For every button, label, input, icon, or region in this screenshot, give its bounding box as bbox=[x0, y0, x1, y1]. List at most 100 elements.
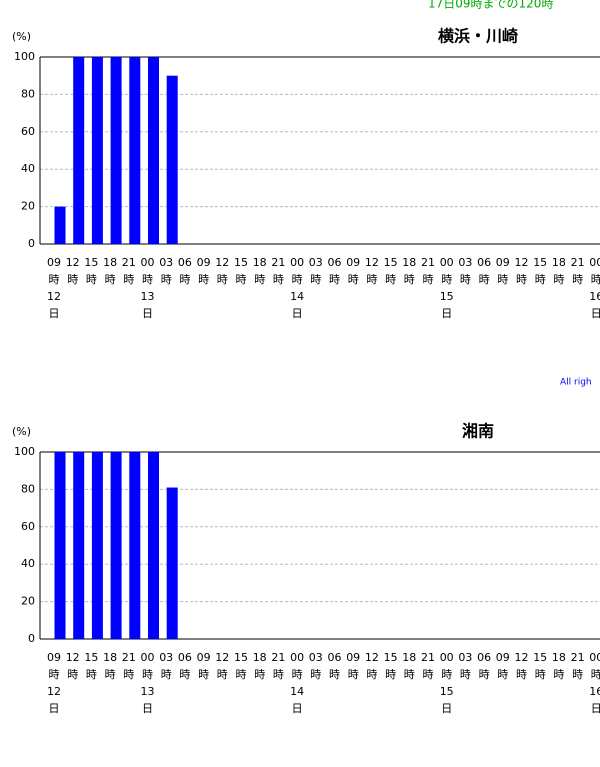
x-tick-label: 06 bbox=[477, 651, 491, 664]
hour-unit: 時 bbox=[310, 668, 321, 681]
hour-unit: 時 bbox=[254, 273, 265, 286]
hour-unit: 時 bbox=[292, 273, 303, 286]
bar bbox=[73, 452, 85, 639]
x-tick-label: 06 bbox=[477, 256, 491, 269]
x-tick-label: 12 bbox=[215, 256, 229, 269]
hour-unit: 時 bbox=[460, 273, 471, 286]
x-tick-label: 12 bbox=[66, 651, 80, 664]
x-tick-label: 09 bbox=[346, 256, 360, 269]
y-tick-label: 100 bbox=[14, 445, 35, 458]
x-tick-label: 15 bbox=[533, 256, 547, 269]
x-tick-label: 18 bbox=[552, 256, 566, 269]
day-unit: 日 bbox=[441, 702, 452, 715]
bar bbox=[54, 206, 66, 244]
x-tick-label: 12 bbox=[515, 651, 529, 664]
day-label: 12 bbox=[47, 290, 61, 303]
x-tick-label: 12 bbox=[66, 256, 80, 269]
x-tick-label: 06 bbox=[178, 651, 192, 664]
x-tick-label: 18 bbox=[103, 651, 117, 664]
hour-unit: 時 bbox=[404, 668, 415, 681]
x-tick-label: 09 bbox=[496, 651, 510, 664]
bar bbox=[148, 452, 159, 639]
header-note: 17日09時までの120時 bbox=[428, 0, 553, 11]
x-tick-label: 18 bbox=[253, 256, 267, 269]
x-tick-label: 06 bbox=[328, 651, 342, 664]
chart-title: 湘南 bbox=[462, 422, 494, 441]
hour-unit: 時 bbox=[366, 273, 377, 286]
hour-unit: 時 bbox=[254, 668, 265, 681]
day-label: 16 bbox=[589, 685, 600, 698]
x-tick-label: 03 bbox=[309, 256, 323, 269]
y-tick-label: 100 bbox=[14, 50, 35, 63]
bar bbox=[73, 57, 85, 244]
x-tick-label: 15 bbox=[234, 256, 248, 269]
day-unit: 日 bbox=[142, 702, 153, 715]
x-tick-label: 03 bbox=[159, 256, 173, 269]
x-tick-label: 21 bbox=[122, 651, 136, 664]
day-unit: 日 bbox=[49, 307, 60, 320]
copyright: All righ bbox=[560, 378, 592, 388]
y-tick-label: 80 bbox=[21, 87, 35, 100]
hour-unit: 時 bbox=[292, 668, 303, 681]
x-tick-label: 09 bbox=[197, 651, 211, 664]
hour-unit: 時 bbox=[553, 273, 564, 286]
hour-unit: 時 bbox=[198, 668, 209, 681]
x-tick-label: 03 bbox=[309, 651, 323, 664]
x-tick-label: 18 bbox=[402, 651, 416, 664]
hour-unit: 時 bbox=[49, 273, 60, 286]
hour-unit: 時 bbox=[236, 273, 247, 286]
hour-unit: 時 bbox=[161, 668, 172, 681]
hour-unit: 時 bbox=[572, 668, 583, 681]
day-unit: 日 bbox=[292, 307, 303, 320]
hour-unit: 時 bbox=[198, 273, 209, 286]
x-tick-label: 18 bbox=[552, 651, 566, 664]
hour-unit: 時 bbox=[310, 273, 321, 286]
hour-unit: 時 bbox=[161, 273, 172, 286]
day-label: 13 bbox=[141, 290, 155, 303]
x-tick-label: 06 bbox=[328, 256, 342, 269]
hour-unit: 時 bbox=[385, 668, 396, 681]
hour-unit: 時 bbox=[123, 668, 134, 681]
y-tick-label: 40 bbox=[21, 557, 35, 570]
y-tick-label: 20 bbox=[21, 200, 35, 213]
bar bbox=[166, 75, 178, 244]
x-tick-label: 00 bbox=[589, 256, 600, 269]
hour-unit: 時 bbox=[348, 668, 359, 681]
x-tick-label: 21 bbox=[271, 256, 285, 269]
hour-unit: 時 bbox=[441, 273, 452, 286]
x-tick-label: 09 bbox=[197, 256, 211, 269]
hour-unit: 時 bbox=[105, 668, 116, 681]
x-tick-label: 00 bbox=[141, 256, 155, 269]
hour-unit: 時 bbox=[479, 668, 490, 681]
x-tick-label: 21 bbox=[271, 651, 285, 664]
chart-title: 横浜・川崎 bbox=[438, 27, 518, 46]
hour-unit: 時 bbox=[497, 668, 508, 681]
x-tick-label: 12 bbox=[515, 256, 529, 269]
x-tick-label: 21 bbox=[122, 256, 136, 269]
day-unit: 日 bbox=[142, 307, 153, 320]
y-tick-label: 80 bbox=[21, 482, 35, 495]
x-tick-label: 00 bbox=[290, 651, 304, 664]
x-tick-label: 15 bbox=[384, 651, 398, 664]
hour-unit: 時 bbox=[385, 273, 396, 286]
x-tick-label: 15 bbox=[533, 651, 547, 664]
x-tick-label: 00 bbox=[440, 651, 454, 664]
day-unit: 日 bbox=[49, 702, 60, 715]
day-label: 13 bbox=[141, 685, 155, 698]
bar bbox=[91, 452, 103, 639]
bar bbox=[148, 57, 159, 244]
hour-unit: 時 bbox=[49, 668, 60, 681]
x-tick-label: 03 bbox=[458, 256, 472, 269]
x-tick-label: 09 bbox=[47, 256, 61, 269]
x-tick-label: 18 bbox=[103, 256, 117, 269]
y-tick-label: 40 bbox=[21, 162, 35, 175]
x-tick-label: 18 bbox=[402, 256, 416, 269]
day-label: 15 bbox=[440, 685, 454, 698]
x-tick-label: 12 bbox=[365, 256, 379, 269]
hour-unit: 時 bbox=[86, 668, 97, 681]
day-unit: 日 bbox=[292, 702, 303, 715]
bar bbox=[129, 57, 141, 244]
hour-unit: 時 bbox=[217, 668, 228, 681]
x-tick-label: 09 bbox=[496, 256, 510, 269]
